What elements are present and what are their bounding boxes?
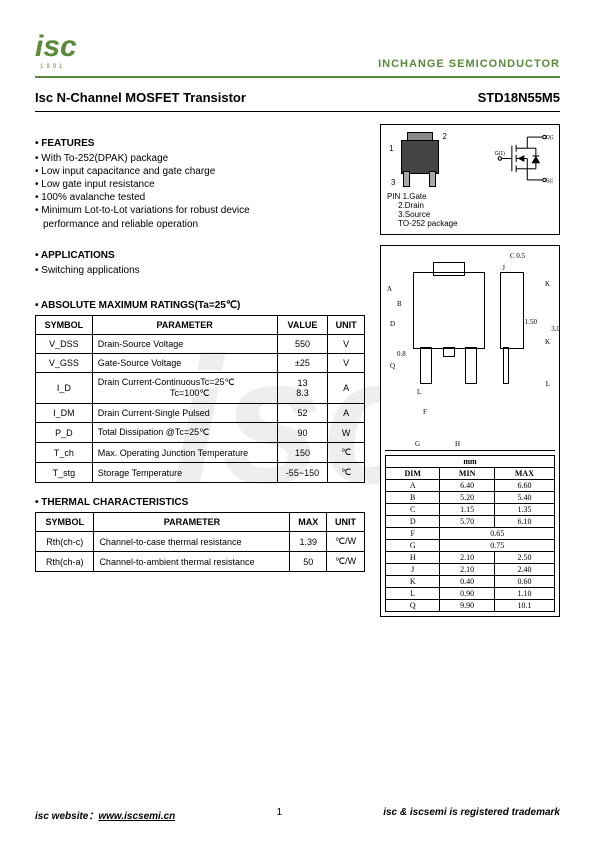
table-row: L0.901.10 xyxy=(386,588,555,600)
mosfet-symbol-icon: D(2) G(1) S(3) xyxy=(493,131,553,188)
pin-list: PIN 1.Gate 2.Drain 3.Source TO-252 packa… xyxy=(387,192,553,228)
svg-text:S(3): S(3) xyxy=(546,179,553,185)
table-row: T_chMax. Operating Junction Temperature1… xyxy=(36,443,365,463)
col-parameter: PARAMETER xyxy=(94,513,290,532)
mechanical-box: C 0.5 B A D Q L F G H xyxy=(380,245,560,617)
thermal-heading: • THERMAL CHARACTERISTICS xyxy=(35,497,365,508)
feature-item: Minimum Lot-to-Lot variations for robust… xyxy=(35,205,365,216)
dpak-icon: 1 3 2 xyxy=(387,132,447,187)
table-row: Q9.9010.1 xyxy=(386,600,555,612)
thermal-table: SYMBOL PARAMETER MAX UNIT Rth(ch-c)Chann… xyxy=(35,512,365,572)
col-symbol: SYMBOL xyxy=(36,513,94,532)
table-row: Rth(ch-a)Channel-to-ambient thermal resi… xyxy=(36,552,365,572)
table-row: K0.400.60 xyxy=(386,576,555,588)
mechanical-drawing: C 0.5 B A D Q L F G H xyxy=(385,250,555,451)
features-list: With To-252(DPAK) package Low input capa… xyxy=(35,153,365,216)
col-value: VALUE xyxy=(277,316,328,335)
table-row: P_DTotal Dissipation @Tc=25℃90W xyxy=(36,423,365,443)
applications-list: Switching applications xyxy=(35,265,365,276)
table-row: G0.75 xyxy=(386,540,555,552)
header: isc 1991 INCHANGE SEMICONDUCTOR xyxy=(35,30,560,78)
feature-item: Low gate input resistance xyxy=(35,179,365,190)
table-row: C1.151.35 xyxy=(386,504,555,516)
website: isc website：www.iscsemi.cn xyxy=(35,807,175,822)
title-row: Isc N-Channel MOSFET Transistor STD18N55… xyxy=(35,90,560,112)
table-row: Rth(ch-c)Channel-to-case thermal resista… xyxy=(36,532,365,552)
table-row: T_stgStorage Temperature-55~150℃ xyxy=(36,463,365,483)
table-row: B5.205.40 xyxy=(386,492,555,504)
absmax-table: SYMBOL PARAMETER VALUE UNIT V_DSSDrain-S… xyxy=(35,315,365,483)
applications-heading: • APPLICATIONS xyxy=(35,250,365,261)
table-row: A6.406.60 xyxy=(386,480,555,492)
col-unit: UNIT xyxy=(328,316,365,335)
col-symbol: SYMBOL xyxy=(36,316,93,335)
table-header-row: SYMBOL PARAMETER VALUE UNIT xyxy=(36,316,365,335)
logo-year: 1991 xyxy=(40,64,77,70)
col-max: MAX xyxy=(290,513,327,532)
table-row: J2.102.40 xyxy=(386,564,555,576)
feature-item: 100% avalanche tested xyxy=(35,192,365,203)
table-row: V_GSSGate-Source Voltage±25V xyxy=(36,354,365,373)
page-number: 1 xyxy=(276,807,282,822)
dim-unit: mm xyxy=(386,456,555,468)
col-parameter: PARAMETER xyxy=(92,316,277,335)
table-header-row: SYMBOL PARAMETER MAX UNIT xyxy=(36,513,365,532)
footer: isc website：www.iscsemi.cn 1 isc & iscse… xyxy=(35,807,560,822)
absmax-heading: • ABSOLUTE MAXIMUM RATINGS(Ta=25℃) xyxy=(35,300,365,311)
table-row: F0.65 xyxy=(386,528,555,540)
table-row: D5.706.10 xyxy=(386,516,555,528)
table-row: I_DMDrain Current-Single Pulsed52A xyxy=(36,404,365,423)
svg-text:D(2): D(2) xyxy=(546,135,553,141)
feature-item: Low input capacitance and gate charge xyxy=(35,166,365,177)
application-item: Switching applications xyxy=(35,265,365,276)
package-box: 1 3 2 xyxy=(380,124,560,235)
svg-text:G(1): G(1) xyxy=(495,151,506,157)
logo-block: isc 1991 xyxy=(35,30,77,70)
dimension-table: mm DIM MIN MAX A6.406.60 B5.205.40 C1.15… xyxy=(385,455,555,612)
features-heading: • FEATURES xyxy=(35,138,365,149)
table-row: I_DDrain Current-ContinuousTc=25℃ Tc=100… xyxy=(36,373,365,404)
feature-item: With To-252(DPAK) package xyxy=(35,153,365,164)
brand: INCHANGE SEMICONDUCTOR xyxy=(378,58,560,70)
table-row: H2.102.50 xyxy=(386,552,555,564)
feature-item-cont: performance and reliable operation xyxy=(43,219,365,230)
logo: isc xyxy=(35,30,77,63)
col-unit: UNIT xyxy=(327,513,365,532)
table-header-row: DIM MIN MAX xyxy=(386,468,555,480)
trademark: isc & iscsemi is registered trademark xyxy=(383,807,560,822)
product-type: Isc N-Channel MOSFET Transistor xyxy=(35,90,246,105)
part-number: STD18N55M5 xyxy=(478,90,560,105)
table-row: V_DSSDrain-Source Voltage550V xyxy=(36,335,365,354)
